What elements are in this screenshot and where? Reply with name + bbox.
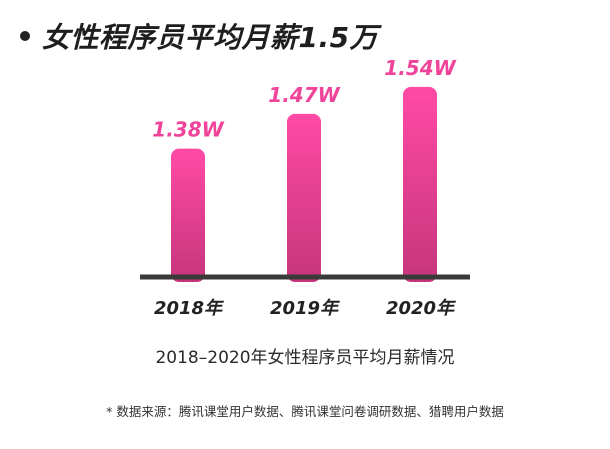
value-label: 1.54W (384, 56, 456, 80)
category-label: 2019年 (270, 298, 341, 319)
bullet-dot-icon (20, 31, 30, 41)
headline: 女性程序员平均月薪1.5万 (20, 16, 378, 56)
value-label: 1.38W (152, 118, 224, 142)
data-source-note: * 数据来源：腾讯课堂用户数据、腾讯课堂问卷调研数据、猎聘用户数据 (106, 404, 504, 419)
bar-2020年 (403, 86, 437, 282)
bar-2018年 (171, 148, 205, 282)
chart-caption: 2018–2020年女性程序员平均月薪情况 (155, 348, 455, 368)
category-label: 2018年 (154, 298, 225, 319)
category-label: 2020年 (386, 298, 457, 319)
bar-2019年 (287, 113, 321, 282)
headline-text: 女性程序员平均月薪1.5万 (42, 21, 379, 54)
value-label: 1.47W (268, 83, 340, 107)
